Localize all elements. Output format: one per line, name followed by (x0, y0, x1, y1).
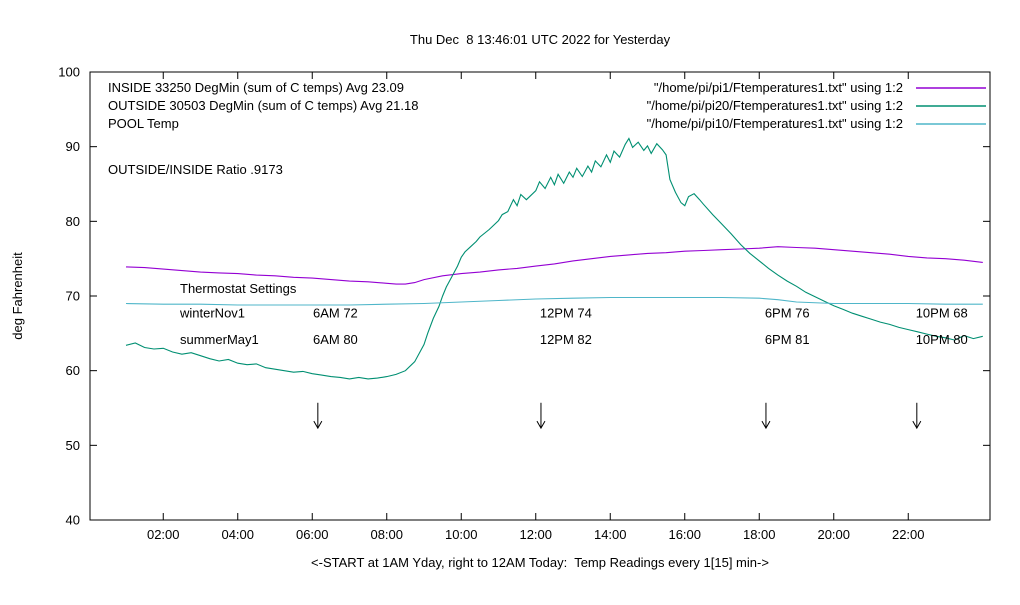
x-axis-label: <-START at 1AM Yday, right to 12AM Today… (311, 555, 769, 570)
thermostat-row-label: summerMay1 (180, 332, 259, 347)
y-axis-label: deg Fahrenheit (10, 252, 25, 340)
x-tick-label: 18:00 (743, 527, 776, 542)
thermostat-setting: 10PM 80 (916, 332, 968, 347)
y-tick-label: 80 (66, 214, 80, 229)
legend-file-label: "/home/pi/pi10/Ftemperatures1.txt" using… (647, 116, 903, 131)
x-tick-label: 16:00 (668, 527, 701, 542)
down-arrow-head (536, 420, 546, 430)
legend-label: OUTSIDE 30503 DegMin (sum of C temps) Av… (108, 98, 418, 113)
thermostat-annotations: Thermostat Settings winterNov1 6AM 72 12PM … (179, 281, 968, 347)
x-tick-label: 12:00 (519, 527, 552, 542)
thermostat-row-label: winterNov1 (179, 306, 245, 321)
legend-file-label: "/home/pi/pi20/Ftemperatures1.txt" using… (647, 98, 903, 113)
y-tick-label: 70 (66, 289, 80, 304)
legend: INSIDE 33250 DegMin (sum of C temps) Avg… (108, 80, 986, 131)
thermostat-setting: 6PM 76 (765, 306, 810, 321)
legend-label: INSIDE 33250 DegMin (sum of C temps) Avg… (108, 80, 404, 95)
axis-tick-labels: 02:00 04:00 06:00 08:00 10:00 12:00 14:00 16:00… (58, 65, 924, 543)
thermostat-setting: 6PM 81 (765, 332, 810, 347)
down-arrow-head (912, 420, 922, 430)
y-tick-label: 100 (58, 65, 80, 80)
series-line-pool (125, 296, 983, 306)
x-tick-label: 04:00 (221, 527, 254, 542)
legend-file-label: "/home/pi/pi1/Ftemperatures1.txt" using … (654, 80, 903, 95)
x-tick-label: 10:00 (445, 527, 478, 542)
series-line-inside (125, 246, 983, 285)
x-tick-label: 06:00 (296, 527, 329, 542)
event-arrows (313, 402, 922, 430)
down-arrow-head (761, 420, 771, 430)
thermostat-setting: 6AM 80 (313, 332, 358, 347)
legend-label: POOL Temp (108, 116, 179, 131)
y-tick-label: 40 (66, 513, 80, 528)
thermostat-setting: 10PM 68 (916, 306, 968, 321)
x-tick-label: 02:00 (147, 527, 180, 542)
ratio-note: OUTSIDE/INSIDE Ratio .9173 (108, 162, 283, 177)
y-tick-label: 90 (66, 139, 80, 154)
x-tick-label: 20:00 (817, 527, 850, 542)
y-tick-label: 50 (66, 438, 80, 453)
thermostat-header: Thermostat Settings (180, 281, 297, 296)
axis-ticks (90, 71, 990, 521)
y-tick-label: 60 (66, 363, 80, 378)
chart-title: Thu Dec 8 13:46:01 UTC 2022 for Yesterda… (410, 32, 671, 47)
thermostat-setting: 12PM 82 (540, 332, 592, 347)
thermostat-setting: 12PM 74 (540, 306, 592, 321)
down-arrow-head (313, 420, 323, 430)
thermostat-setting: 6AM 72 (313, 306, 358, 321)
x-tick-label: 22:00 (892, 527, 925, 542)
x-tick-label: 08:00 (370, 527, 403, 542)
series-lines (125, 137, 983, 380)
series-line-outside (125, 137, 983, 380)
x-tick-label: 14:00 (594, 527, 627, 542)
